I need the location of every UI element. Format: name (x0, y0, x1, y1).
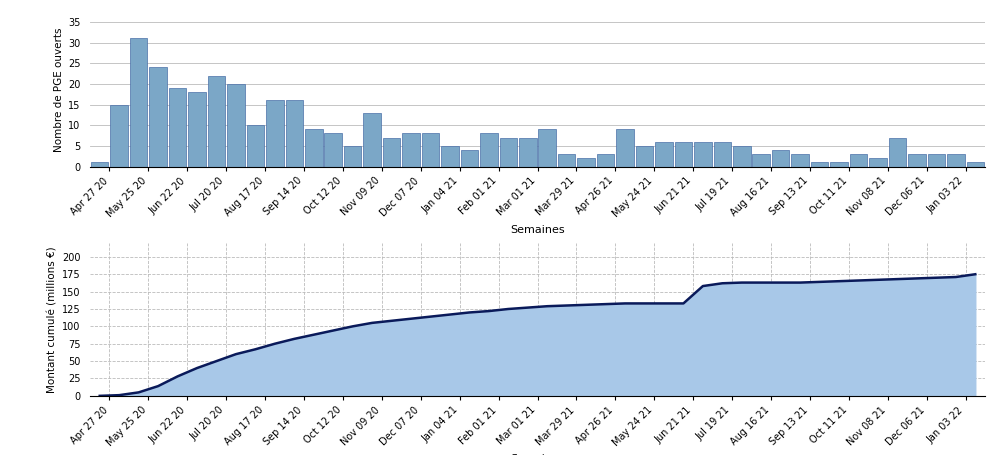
Bar (616, 129, 634, 167)
Bar (266, 101, 284, 167)
Bar (694, 142, 712, 167)
Bar (791, 154, 809, 167)
Bar (286, 101, 303, 167)
X-axis label: Semaines: Semaines (510, 454, 565, 455)
Bar (928, 154, 945, 167)
Y-axis label: Nombre de PGE ouverts: Nombre de PGE ouverts (54, 28, 64, 152)
Bar (130, 38, 147, 167)
Bar (752, 154, 770, 167)
Bar (869, 158, 887, 167)
Bar (811, 162, 828, 167)
Bar (91, 162, 108, 167)
Bar (772, 150, 789, 167)
Bar (305, 129, 323, 167)
Bar (636, 146, 653, 167)
X-axis label: Semaines: Semaines (510, 224, 565, 234)
Bar (947, 154, 965, 167)
Bar (597, 154, 614, 167)
Bar (500, 137, 517, 167)
Bar (422, 133, 439, 167)
Bar (110, 105, 128, 167)
Y-axis label: Montant cumulé (millions €): Montant cumulé (millions €) (47, 246, 57, 393)
Bar (850, 154, 867, 167)
Bar (441, 146, 459, 167)
Bar (344, 146, 361, 167)
Bar (830, 162, 848, 167)
Bar (733, 146, 751, 167)
Bar (538, 129, 556, 167)
Bar (383, 137, 400, 167)
Bar (363, 113, 381, 167)
Bar (247, 125, 264, 167)
Bar (149, 67, 167, 167)
Bar (402, 133, 420, 167)
Bar (519, 137, 537, 167)
Bar (908, 154, 926, 167)
Bar (208, 76, 225, 167)
Bar (461, 150, 478, 167)
Bar (188, 92, 206, 167)
Bar (324, 133, 342, 167)
Bar (675, 142, 692, 167)
Bar (480, 133, 498, 167)
Bar (714, 142, 731, 167)
Bar (577, 158, 595, 167)
Bar (967, 162, 984, 167)
Bar (655, 142, 673, 167)
Bar (558, 154, 575, 167)
Bar (169, 88, 186, 167)
Bar (889, 137, 906, 167)
Bar (227, 84, 245, 167)
